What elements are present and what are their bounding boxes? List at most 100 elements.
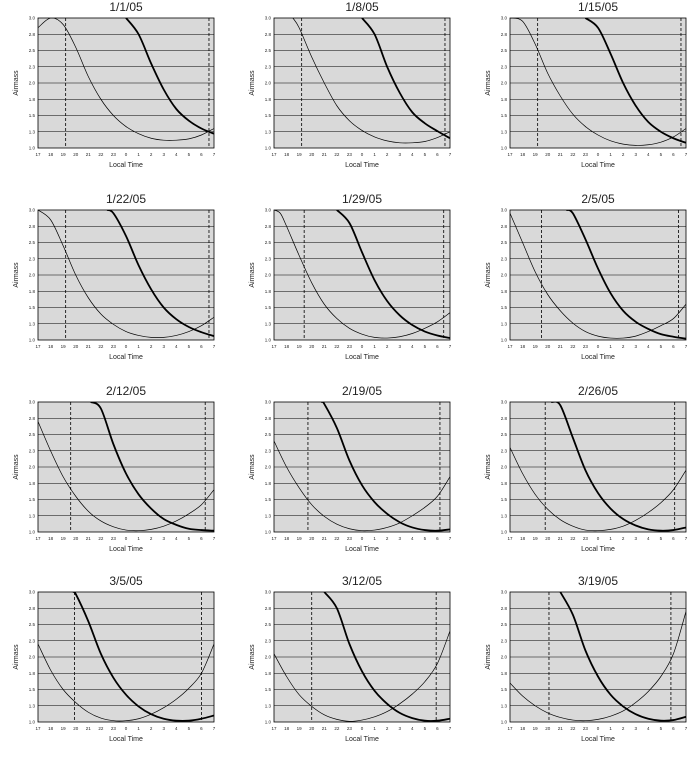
- x-tick-label: 19: [533, 152, 539, 157]
- x-tick-label: 7: [685, 536, 688, 541]
- y-tick-label: 2.5: [501, 48, 508, 53]
- x-tick-label: 20: [545, 536, 551, 541]
- airmass-chart: 1/29/051.01.31.51.82.02.32.52.83.017 18 19…: [249, 192, 452, 361]
- airmass-chart: 1/22/051.01.31.51.82.02.32.52.83.017 18 19…: [13, 192, 216, 361]
- x-tick-label: 1: [373, 536, 376, 541]
- y-tick-label: 2.5: [265, 622, 272, 627]
- y-tick-label: 2.8: [501, 416, 508, 421]
- y-tick-label: 1.3: [29, 129, 36, 134]
- x-tick-label: 4: [175, 726, 178, 731]
- x-axis-label: Local Time: [581, 546, 615, 553]
- airmass-curve-thin: [510, 18, 686, 146]
- y-tick-label: 1.5: [265, 497, 272, 502]
- x-tick-label: 21: [322, 536, 328, 541]
- y-tick-label: 1.0: [29, 146, 36, 151]
- y-tick-label: 2.0: [501, 465, 508, 470]
- y-tick-label: 2.5: [265, 432, 272, 437]
- y-tick-label: 1.0: [265, 530, 272, 535]
- chart-title: 2/12/05: [106, 384, 146, 398]
- x-tick-label: 2: [386, 152, 389, 157]
- x-tick-label: 20: [309, 344, 315, 349]
- x-tick-label: 23: [583, 536, 589, 541]
- y-tick-label: 2.3: [265, 448, 272, 453]
- x-tick-label: 0: [597, 152, 600, 157]
- y-tick-label: 1.5: [501, 687, 508, 692]
- x-tick-label: 5: [660, 726, 663, 731]
- x-tick-label: 1: [609, 536, 612, 541]
- x-tick-label: 4: [411, 536, 414, 541]
- x-tick-label: 1: [609, 152, 612, 157]
- airmass-curve-thin: [510, 213, 686, 339]
- x-tick-label: 17: [271, 726, 277, 731]
- x-axis-label: Local Time: [109, 546, 143, 553]
- y-tick-label: 1.0: [501, 338, 508, 343]
- y-tick-label: 2.3: [265, 256, 272, 261]
- y-tick-label: 3.0: [265, 590, 272, 595]
- x-tick-label: 21: [558, 536, 564, 541]
- x-tick-label: 20: [73, 536, 79, 541]
- x-tick-label: 1: [373, 152, 376, 157]
- y-tick-label: 1.3: [501, 703, 508, 708]
- y-tick-label: 2.0: [29, 81, 36, 86]
- x-tick-label: 3: [634, 152, 637, 157]
- y-axis-label: Airmass: [249, 262, 256, 288]
- y-axis-label: Airmass: [13, 262, 20, 288]
- airmass-curve-thin: [274, 440, 450, 532]
- y-tick-label: 3.0: [29, 400, 36, 405]
- x-tick-label: 1: [137, 152, 140, 157]
- x-tick-label: 0: [125, 152, 128, 157]
- x-tick-label: 0: [125, 536, 128, 541]
- x-tick-label: 1: [373, 726, 376, 731]
- airmass-curve-thin: [292, 18, 450, 144]
- x-tick-label: 2: [150, 536, 153, 541]
- x-tick-label: 18: [48, 344, 54, 349]
- airmass-chart-panel: 1/1/05 1.0 1.3 1.5 1.8 2.0 2.3 2.5 2.8 3.0 17 18 19 2…: [8, 0, 230, 188]
- airmass-chart: 3/12/051.01.31.51.82.02.32.52.83.017 18 19…: [249, 574, 452, 743]
- x-tick-label: 5: [188, 152, 191, 157]
- x-tick-label: 20: [73, 726, 79, 731]
- y-tick-label: 2.0: [265, 81, 272, 86]
- y-tick-label: 2.3: [265, 64, 272, 69]
- y-tick-label: 2.0: [501, 81, 508, 86]
- x-tick-label: 3: [162, 726, 165, 731]
- y-tick-label: 2.8: [501, 224, 508, 229]
- y-tick-label: 3.0: [265, 400, 272, 405]
- x-tick-label: 5: [424, 536, 427, 541]
- x-tick-label: 21: [558, 726, 564, 731]
- x-tick-label: 2: [622, 152, 625, 157]
- x-tick-label: 19: [533, 726, 539, 731]
- x-tick-label: 6: [436, 152, 439, 157]
- x-tick-label: 23: [347, 726, 353, 731]
- x-tick-label: 7: [449, 152, 452, 157]
- y-tick-label: 1.5: [265, 113, 272, 118]
- x-tick-label: 21: [322, 726, 328, 731]
- airmass-chart-panel: 1/15/05 1.0 1.3 1.5 1.8 2.0 2.3 2.5 2.8 3.0 17 18 19…: [480, 0, 688, 188]
- x-tick-label: 7: [685, 344, 688, 349]
- x-tick-label: 0: [361, 726, 364, 731]
- x-tick-label: 4: [647, 536, 650, 541]
- x-tick-label: 18: [48, 152, 54, 157]
- x-tick-label: 5: [188, 536, 191, 541]
- airmass-curve-thick: [566, 210, 686, 340]
- y-tick-label: 1.0: [265, 720, 272, 725]
- x-tick-label: 6: [436, 726, 439, 731]
- y-tick-label: 1.3: [501, 513, 508, 518]
- y-tick-label: 1.3: [501, 129, 508, 134]
- airmass-curve-thick: [323, 592, 450, 722]
- y-tick-label: 2.5: [501, 240, 508, 245]
- x-tick-label: 19: [61, 726, 67, 731]
- y-tick-label: 1.5: [265, 687, 272, 692]
- y-tick-label: 1.8: [29, 481, 36, 486]
- x-tick-label: 22: [570, 726, 576, 731]
- y-axis-label: Airmass: [13, 454, 20, 480]
- y-tick-label: 1.8: [501, 289, 508, 294]
- x-tick-label: 21: [86, 152, 92, 157]
- y-tick-label: 2.0: [29, 273, 36, 278]
- y-tick-label: 1.8: [501, 671, 508, 676]
- airmass-curve-thin: [510, 447, 686, 532]
- x-tick-label: 5: [188, 344, 191, 349]
- y-tick-label: 1.5: [29, 113, 36, 118]
- x-tick-label: 20: [309, 152, 315, 157]
- airmass-chart: 2/12/051.01.31.51.82.02.32.52.83.017 18 19…: [13, 384, 216, 553]
- y-tick-label: 2.8: [501, 606, 508, 611]
